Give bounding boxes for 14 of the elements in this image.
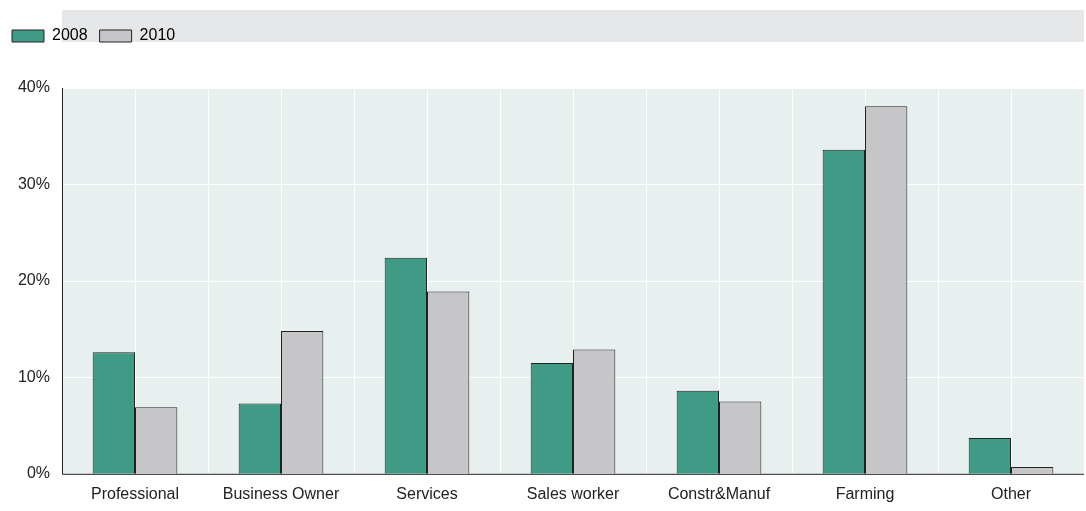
x-tick-label: Constr&Manuf [667, 484, 771, 502]
y-tick-label: 40% [17, 78, 50, 96]
x-tick-label: Professional [90, 484, 180, 502]
x-tick-label: Services [396, 484, 458, 502]
x-tick-label: Sales worker [526, 484, 620, 502]
y-tick-label: 0% [26, 464, 50, 482]
y-tick-label: 10% [17, 367, 50, 385]
y-tick-label: 30% [17, 174, 50, 192]
x-tick-label: Business Owner [222, 484, 340, 502]
legend-label: 2010 [139, 26, 176, 44]
x-tick-label: Farming [835, 484, 895, 502]
x-tick-label: Other [990, 484, 1032, 502]
y-tick-label: 20% [17, 271, 50, 289]
legend-label: 2008 [52, 26, 88, 44]
